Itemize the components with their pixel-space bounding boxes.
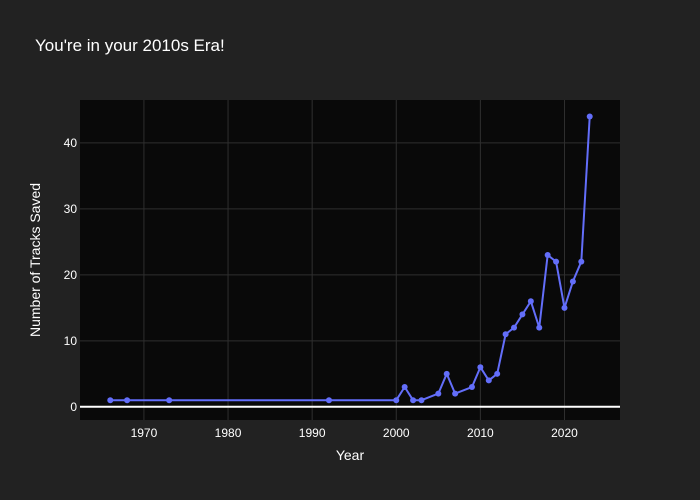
data-point[interactable] [578, 258, 585, 265]
data-point[interactable] [502, 331, 509, 338]
data-point[interactable] [401, 384, 408, 391]
x-axis-title: Year [336, 447, 365, 463]
x-tick-label: 1970 [131, 426, 158, 440]
data-point[interactable] [443, 370, 450, 377]
x-tick-label: 2010 [467, 426, 494, 440]
data-point[interactable] [325, 397, 332, 404]
x-tick-labels: 1970 1980 1990 2000 2010 2020 [131, 426, 579, 440]
data-point[interactable] [107, 397, 114, 404]
y-tick-label: 10 [64, 334, 78, 348]
data-points [107, 113, 593, 404]
y-tick-label: 20 [64, 268, 78, 282]
data-point[interactable] [418, 397, 425, 404]
data-point[interactable] [544, 252, 551, 259]
data-point[interactable] [586, 113, 593, 120]
data-point[interactable] [511, 324, 518, 331]
data-point[interactable] [527, 298, 534, 305]
data-point[interactable] [477, 364, 484, 371]
y-tick-label: 40 [64, 136, 78, 150]
data-point[interactable] [536, 324, 543, 331]
data-point[interactable] [553, 258, 560, 265]
plot-area [80, 100, 620, 420]
x-tick-label: 1980 [215, 426, 242, 440]
y-tick-label: 0 [70, 400, 77, 414]
data-point[interactable] [494, 370, 501, 377]
data-point[interactable] [452, 390, 459, 397]
data-point[interactable] [166, 397, 173, 404]
x-tick-label: 1990 [299, 426, 326, 440]
x-tick-label: 2020 [551, 426, 578, 440]
data-point[interactable] [468, 384, 475, 391]
data-point[interactable] [561, 304, 568, 311]
y-axis-title: Number of Tracks Saved [27, 183, 43, 337]
data-point[interactable] [519, 311, 526, 318]
data-point[interactable] [569, 278, 576, 285]
data-point[interactable] [124, 397, 131, 404]
x-tick-label: 2000 [383, 426, 410, 440]
data-point[interactable] [435, 390, 442, 397]
gridlines [80, 100, 620, 420]
data-point[interactable] [485, 377, 492, 384]
chart-title: You're in your 2010s Era! [35, 36, 225, 55]
y-tick-labels: 0 10 20 30 40 [64, 136, 78, 414]
data-point[interactable] [393, 397, 400, 404]
data-point[interactable] [410, 397, 417, 404]
y-tick-label: 30 [64, 202, 78, 216]
